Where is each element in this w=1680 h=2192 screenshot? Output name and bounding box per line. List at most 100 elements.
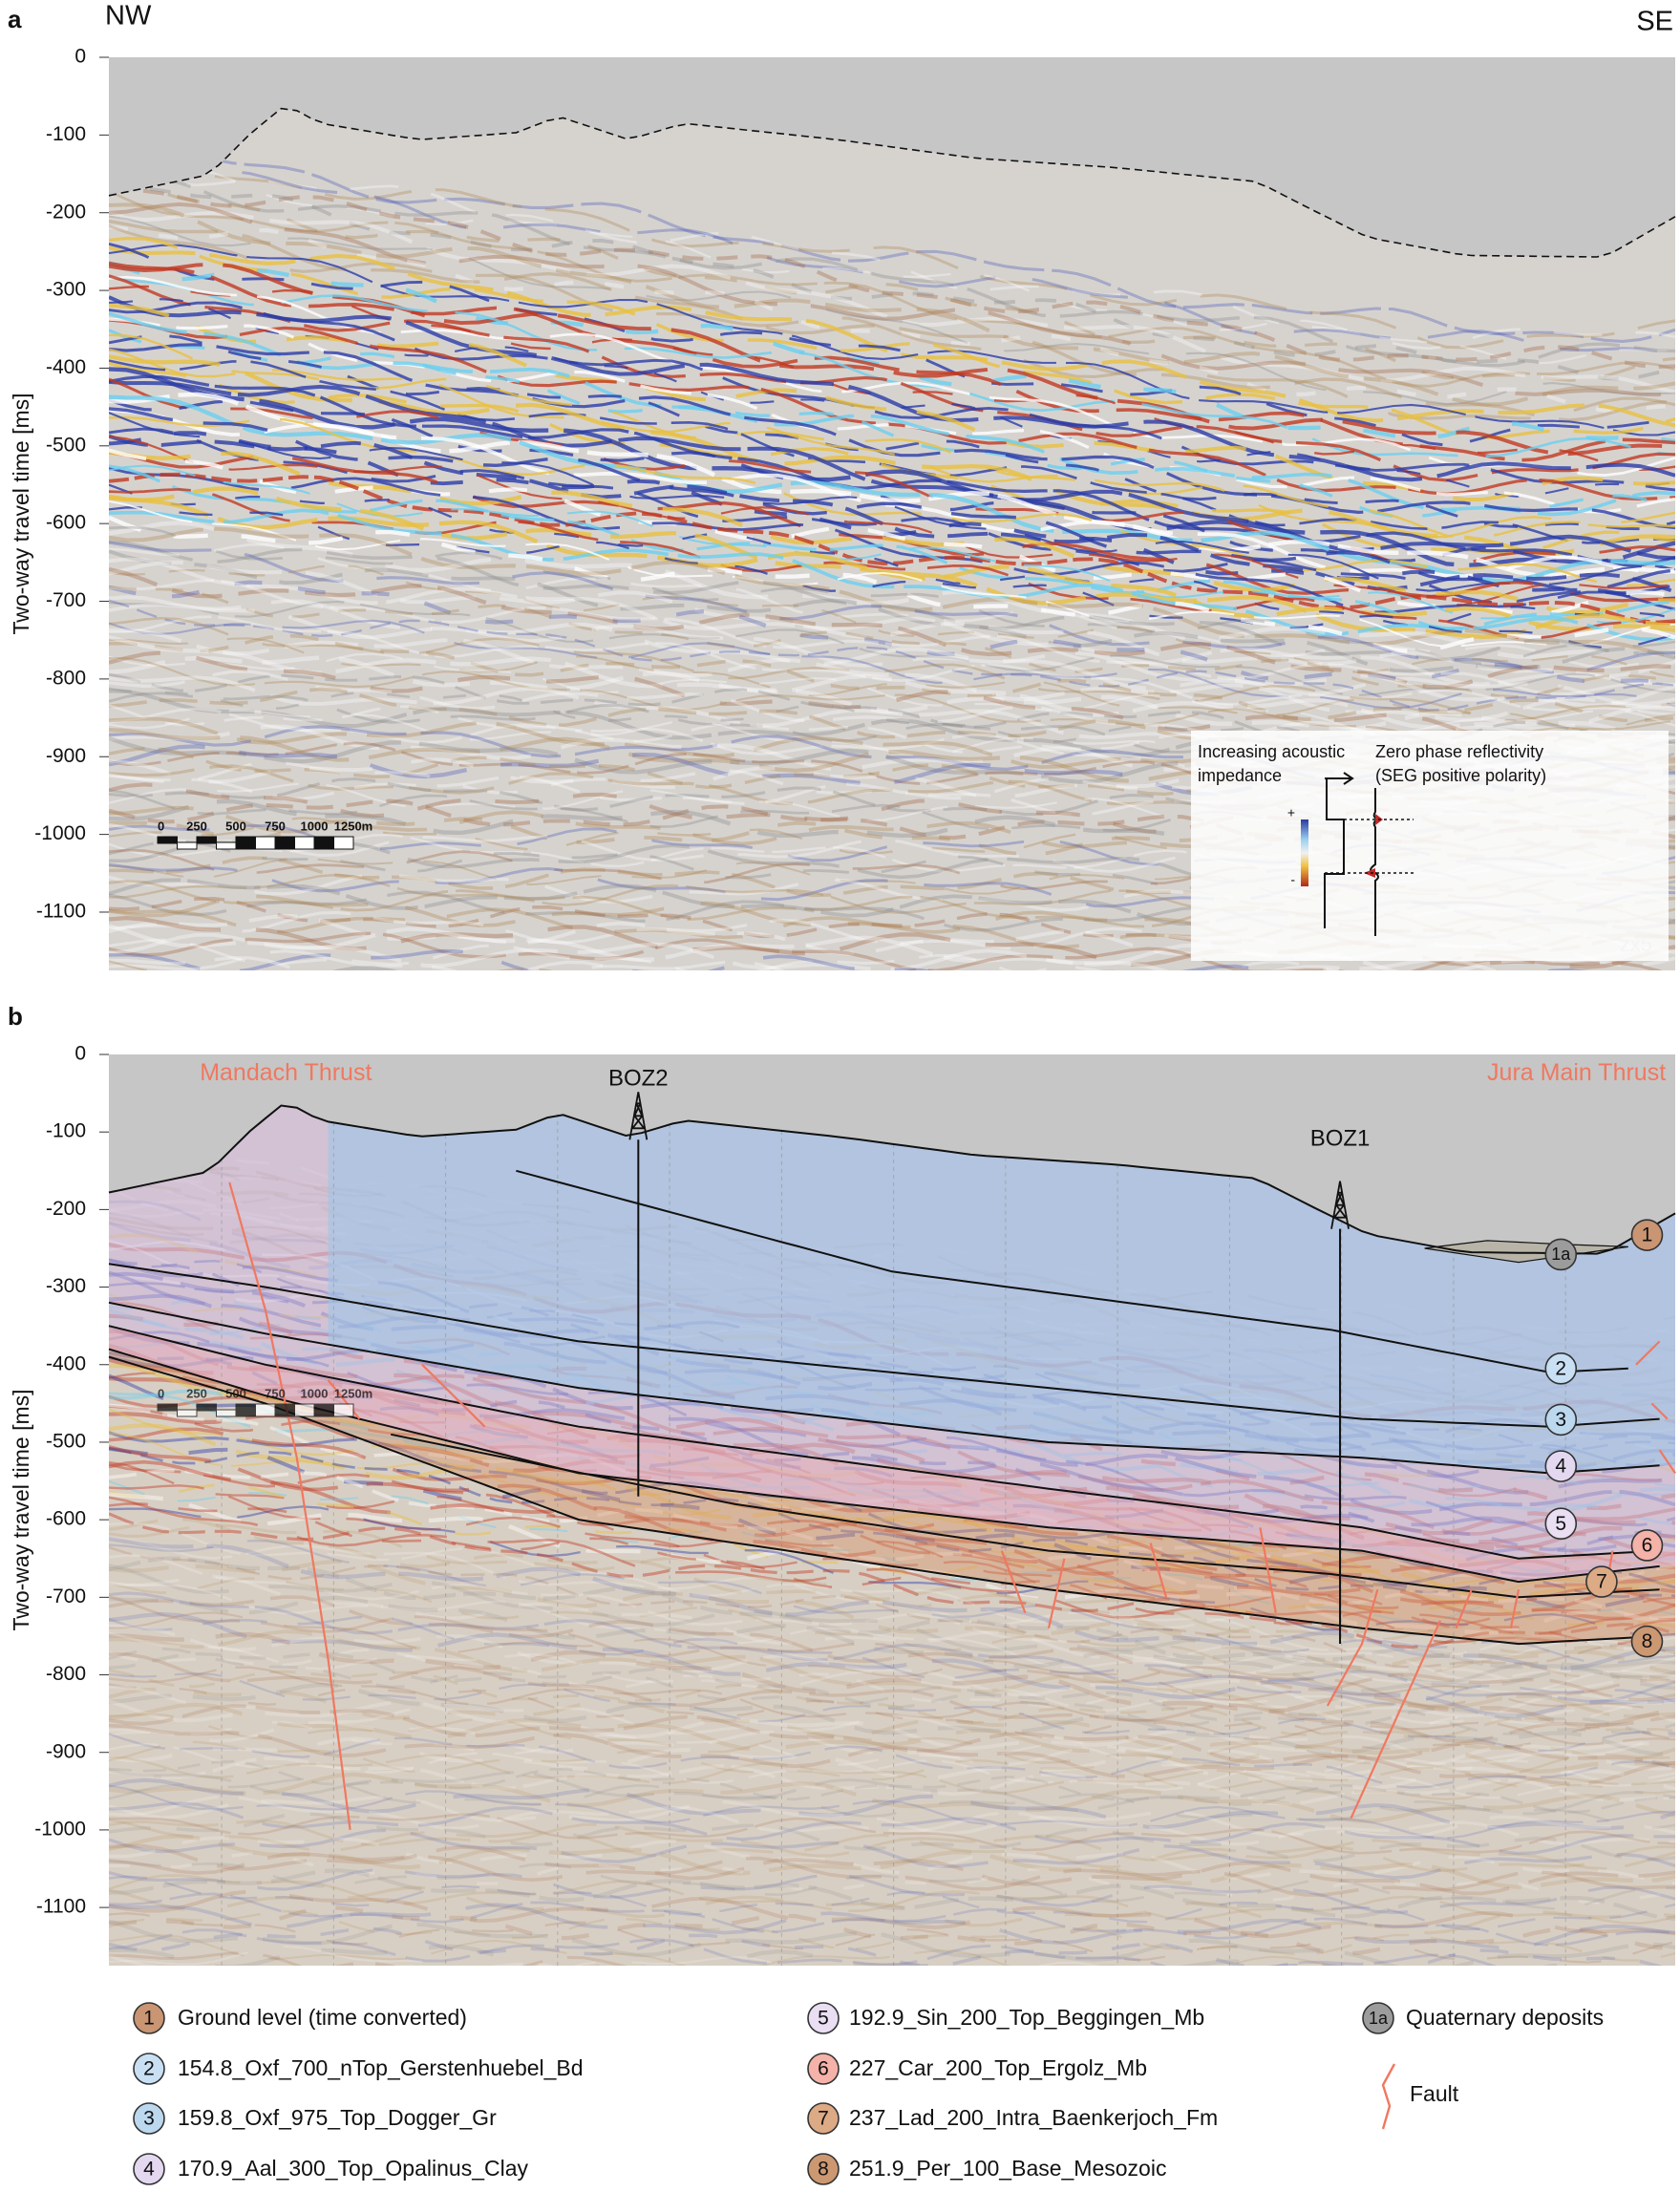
reflector	[109, 541, 1675, 674]
reflector	[109, 1479, 1675, 1623]
reflector	[109, 1851, 1675, 1905]
reflector	[109, 500, 1675, 649]
scale-bar: 0 250 500 750 1000 1250m	[157, 1386, 372, 1417]
reflector	[109, 329, 1675, 519]
horizon	[108, 1263, 1660, 1428]
scale-segment	[313, 836, 334, 850]
reflector	[109, 466, 1675, 614]
reflector	[109, 932, 1675, 971]
marker-text: 8	[1642, 1630, 1653, 1652]
reflector	[109, 1651, 1675, 1737]
y-tick-label: -400	[46, 1352, 86, 1374]
reflector	[109, 285, 1675, 472]
horizon	[390, 1433, 1660, 1599]
well-label: BOZ2	[608, 1065, 669, 1091]
y-tick-label: 0	[74, 46, 86, 68]
y-tick-label: -500	[46, 434, 86, 456]
reflector	[109, 1889, 1675, 1939]
reflector	[109, 1611, 1675, 1718]
reflector	[109, 506, 1675, 649]
marker-text: 7	[1596, 1571, 1607, 1593]
derrick	[1330, 1181, 1350, 1229]
reflector	[109, 1631, 1675, 1726]
reflector	[109, 140, 1675, 350]
trough	[1364, 868, 1375, 878]
panel-label: a	[8, 5, 22, 33]
reflector	[109, 1423, 1675, 1602]
reflector	[109, 938, 1675, 971]
marker-text: 4	[143, 2159, 155, 2181]
legend-item: 2 154.8_Oxf_700_nTop_Gerstenhuebel_Bd	[133, 2053, 584, 2085]
marker-circle	[1544, 1507, 1578, 1541]
marker-circle	[1585, 1565, 1618, 1598]
reflector	[109, 1875, 1675, 1931]
reflector	[109, 600, 1675, 697]
reflector	[109, 1820, 1675, 1871]
reflector	[109, 412, 1675, 592]
reflector	[109, 1944, 1675, 1966]
well-label: BOZ1	[1310, 1126, 1371, 1152]
reflector	[109, 167, 1675, 365]
scale-segment	[177, 841, 198, 850]
reflector	[109, 1934, 1675, 1966]
reflector	[109, 1801, 1675, 1856]
reflector	[109, 1720, 1675, 1783]
reflector	[109, 1539, 1675, 1665]
reflector	[109, 189, 1675, 388]
reflector	[109, 1813, 1675, 1855]
reflector	[109, 244, 1675, 436]
marker-circle	[807, 2053, 840, 2085]
reflector	[109, 224, 1675, 413]
reflector	[109, 1834, 1675, 1889]
reflector	[109, 276, 1675, 458]
reflector	[109, 1666, 1675, 1746]
reflector	[109, 1874, 1675, 1926]
reflector	[109, 1828, 1675, 1880]
reflector	[109, 185, 1675, 381]
reflector	[109, 782, 1675, 836]
reflector	[109, 619, 1675, 710]
direction-se: SE	[1636, 7, 1673, 37]
reflector	[109, 1868, 1675, 1915]
y-tick-label: -900	[46, 745, 86, 767]
ground-line	[108, 1104, 1676, 1255]
reflector	[109, 1595, 1675, 1693]
reflector	[109, 966, 1675, 971]
reflector	[109, 187, 1675, 370]
reflector	[109, 773, 1675, 820]
reflector	[109, 1483, 1675, 1628]
reflector	[109, 637, 1675, 732]
scale-segment	[333, 1403, 354, 1417]
legend-label: Quaternary deposits	[1406, 2005, 1604, 2030]
scale-segment	[313, 1403, 334, 1417]
marker-circle	[1630, 1219, 1664, 1251]
reflector	[109, 1611, 1675, 1712]
scale-label: 750	[265, 819, 286, 833]
scale-segment	[196, 1403, 217, 1412]
scale-segment	[216, 1409, 237, 1417]
scale-segment	[157, 1403, 178, 1412]
reflector	[109, 915, 1675, 969]
reflector	[109, 1961, 1675, 1966]
reflector	[109, 1624, 1675, 1718]
reflector	[109, 975, 1675, 1022]
y-tick-label: -600	[46, 512, 86, 534]
reflector	[109, 1683, 1675, 1751]
fault	[1635, 1340, 1661, 1366]
scale-segment	[333, 836, 354, 850]
reflector	[109, 1742, 1675, 1799]
reflector	[109, 486, 1675, 633]
legend-label: 227_Car_200_Top_Ergolz_Mb	[849, 2055, 1147, 2080]
reflector	[109, 1795, 1675, 1846]
y-tick-label: 0	[74, 1043, 86, 1065]
plus-sign: +	[1287, 805, 1295, 820]
reflector	[109, 1723, 1675, 1786]
reflector	[109, 1784, 1675, 1840]
ground-line	[108, 107, 1676, 258]
marker-text: 1	[143, 2008, 155, 2030]
scale-segment	[216, 841, 237, 850]
marker-text: 2	[143, 2058, 155, 2080]
reflector	[109, 1945, 1675, 1966]
impedance-log	[1324, 778, 1345, 928]
reflector	[109, 1671, 1675, 1753]
